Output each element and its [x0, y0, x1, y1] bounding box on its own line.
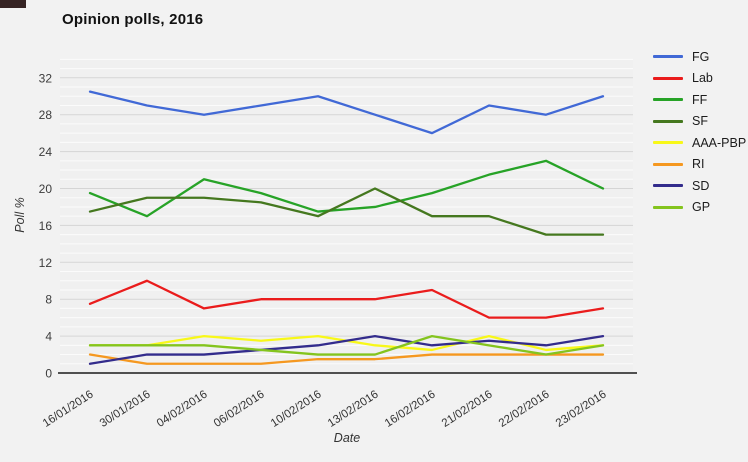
y-tick-label: 20	[39, 182, 53, 196]
chart-title: Opinion polls, 2016	[62, 11, 204, 28]
legend-swatch-fg	[653, 55, 683, 59]
legend-item-lab: Lab	[653, 68, 746, 90]
y-tick-label: 4	[45, 330, 52, 344]
x-tick-label: 06/02/2016	[212, 388, 267, 429]
legend-swatch-ff	[653, 98, 683, 102]
legend-label: RI	[692, 157, 705, 172]
series-line-lab	[88, 279, 605, 319]
y-tick-label: 8	[45, 293, 52, 307]
legend: FG Lab FF SF AAA-PBP RI SD GP	[653, 46, 746, 218]
y-tick-label: 32	[39, 71, 53, 85]
legend-item-aaa-pbp: AAA-PBP	[653, 132, 746, 154]
x-tick-label: 16/01/2016	[41, 388, 96, 429]
x-tick-label: 21/02/2016	[440, 388, 495, 429]
x-axis-title: Date	[333, 431, 361, 445]
series-line-ri	[88, 353, 605, 365]
corner-artifact	[0, 0, 26, 8]
x-tick-label: 10/02/2016	[269, 388, 324, 429]
x-tick-label: 13/02/2016	[326, 388, 381, 429]
y-tick-label: 24	[39, 145, 53, 159]
legend-item-ff: FF	[653, 89, 746, 111]
legend-item-gp: GP	[653, 197, 746, 219]
y-tick-label: 12	[39, 256, 53, 270]
legend-label: GP	[692, 200, 711, 215]
legend-item-sd: SD	[653, 175, 746, 197]
legend-swatch-lab	[653, 76, 683, 80]
series-line-gp	[88, 334, 605, 356]
y-tick-label: 16	[39, 219, 53, 233]
y-tick-label: 0	[45, 367, 52, 381]
legend-item-fg: FG	[653, 46, 746, 68]
x-tick-label: 23/02/2016	[554, 388, 609, 429]
legend-swatch-sf	[653, 119, 683, 123]
x-tick-label: 16/02/2016	[383, 388, 438, 429]
series-line-sd	[88, 334, 605, 365]
legend-label: SF	[692, 114, 708, 129]
legend-label: AAA-PBP	[692, 135, 747, 150]
legend-item-sf: SF	[653, 111, 746, 133]
series-line-fg	[88, 90, 605, 135]
legend-swatch-aaa-pbp	[653, 141, 683, 145]
x-tick-label: 04/02/2016	[155, 388, 210, 429]
series-line-sf	[88, 187, 605, 236]
legend-item-ri: RI	[653, 154, 746, 176]
legend-label: Lab	[692, 71, 713, 86]
legend-label: FG	[692, 49, 710, 64]
legend-label: SD	[692, 178, 710, 193]
legend-label: FF	[692, 92, 708, 107]
y-tick-label: 28	[39, 108, 53, 122]
legend-swatch-ri	[653, 162, 683, 166]
x-tick-label: 22/02/2016	[497, 388, 552, 429]
legend-swatch-gp	[653, 205, 683, 209]
x-tick-label: 30/01/2016	[98, 388, 153, 429]
legend-swatch-sd	[653, 184, 683, 188]
